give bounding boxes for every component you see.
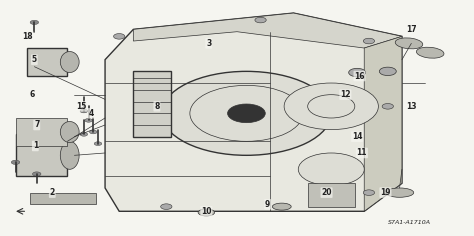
Polygon shape [16,118,67,146]
Text: 18: 18 [22,32,33,41]
Circle shape [298,153,364,186]
Ellipse shape [385,188,414,197]
Circle shape [114,34,125,39]
Text: 11: 11 [356,148,367,157]
Polygon shape [308,183,355,207]
Circle shape [33,172,41,176]
Text: 14: 14 [352,132,363,141]
Text: 3: 3 [206,39,211,48]
Text: 2: 2 [50,188,55,197]
Text: 9: 9 [265,200,270,209]
Text: 16: 16 [354,72,365,80]
Ellipse shape [60,141,79,169]
Circle shape [162,71,331,155]
Circle shape [80,132,88,136]
Text: 15: 15 [76,102,87,111]
Circle shape [379,67,396,76]
Polygon shape [27,48,67,76]
Circle shape [85,118,92,122]
Circle shape [80,109,88,113]
Text: 4: 4 [88,109,93,118]
Circle shape [363,190,374,195]
Circle shape [382,104,393,109]
Polygon shape [30,193,96,204]
Text: 8: 8 [154,102,160,111]
Circle shape [90,130,97,134]
Text: 5: 5 [32,55,37,64]
Circle shape [349,68,365,77]
Polygon shape [133,71,171,137]
Polygon shape [105,13,402,211]
Ellipse shape [60,51,79,72]
Circle shape [161,204,172,209]
Ellipse shape [417,47,444,58]
Circle shape [363,38,374,44]
Text: 19: 19 [380,188,391,197]
Text: S7A1-A1710A: S7A1-A1710A [388,220,431,225]
Text: 20: 20 [321,188,332,197]
Text: 1: 1 [33,142,38,151]
Text: 12: 12 [340,90,351,99]
Ellipse shape [60,122,79,143]
Ellipse shape [198,209,215,216]
Polygon shape [133,13,402,48]
Circle shape [30,20,38,25]
Text: 17: 17 [406,25,417,34]
Circle shape [94,142,102,146]
Text: 6: 6 [29,90,35,99]
Polygon shape [16,134,67,176]
Circle shape [255,17,266,23]
Circle shape [284,83,378,130]
Circle shape [228,104,265,123]
Text: 13: 13 [406,102,417,111]
Polygon shape [364,36,402,211]
Ellipse shape [273,203,291,210]
Text: 10: 10 [201,207,211,216]
Circle shape [11,160,20,164]
Ellipse shape [395,38,423,49]
Text: 7: 7 [34,121,39,130]
